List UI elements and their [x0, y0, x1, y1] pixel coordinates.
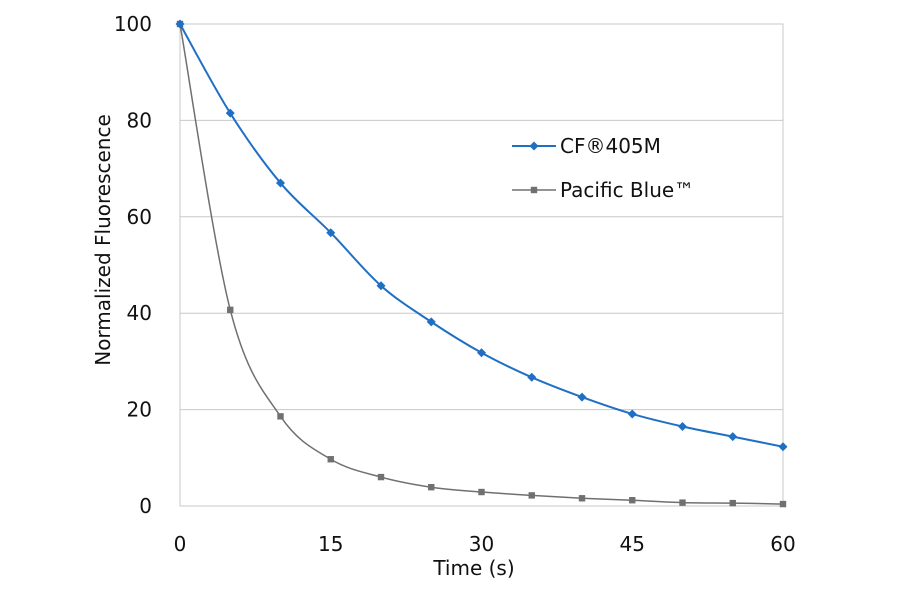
series-line [179, 23, 784, 505]
data-point [276, 178, 285, 188]
data-point [527, 372, 537, 382]
y-axis-tick-labels: 0 20 40 60 80 100 [114, 12, 152, 518]
y-tick-label: 40 [127, 301, 152, 325]
legend-entry: CF®405M [512, 134, 661, 158]
data-point [629, 497, 636, 504]
data-point [377, 473, 385, 481]
y-axis-title: Normalized Fluorescence [91, 114, 115, 366]
y-tick-label: 60 [127, 205, 152, 229]
data-point [678, 421, 687, 431]
data-point [426, 317, 436, 327]
data-point [728, 432, 738, 442]
data-point [478, 488, 485, 496]
legend: CF®405M Pacific Blue™ [512, 134, 694, 202]
x-tick-label: 60 [770, 532, 795, 556]
data-point [376, 281, 386, 291]
x-tick-label: 45 [620, 532, 645, 556]
data-point [428, 484, 435, 491]
y-tick-label: 100 [114, 12, 152, 36]
data-point [477, 348, 486, 358]
plot-area-frame [179, 23, 784, 507]
data-point [528, 492, 535, 499]
legend-entry: Pacific Blue™ [512, 178, 694, 202]
x-tick-label: 15 [318, 532, 343, 556]
data-point [277, 413, 284, 420]
y-tick-label: 80 [127, 108, 152, 132]
legend-marker [530, 186, 538, 194]
data-point [577, 392, 587, 402]
data-point [578, 495, 586, 502]
y-tick-label: 20 [127, 398, 152, 422]
x-tick-label: 30 [469, 532, 494, 556]
data-point [679, 499, 686, 506]
data-point [327, 456, 334, 463]
data-point [175, 19, 185, 29]
legend-label: Pacific Blue™ [560, 178, 694, 202]
series-cf405m [175, 19, 788, 452]
legend-marker [529, 141, 539, 151]
data-point [627, 409, 637, 419]
x-axis-title: Time (s) [432, 556, 514, 580]
data-point [729, 499, 736, 507]
data-point [779, 500, 787, 508]
data-point [778, 442, 788, 452]
x-axis-tick-labels: 0 15 30 45 60 [174, 532, 796, 556]
x-tick-label: 0 [174, 532, 187, 556]
data-point [225, 108, 235, 118]
data-series [175, 19, 788, 508]
y-tick-label: 0 [139, 494, 152, 518]
data-point [326, 228, 336, 238]
legend-label: CF®405M [560, 134, 661, 158]
data-point [227, 306, 234, 314]
